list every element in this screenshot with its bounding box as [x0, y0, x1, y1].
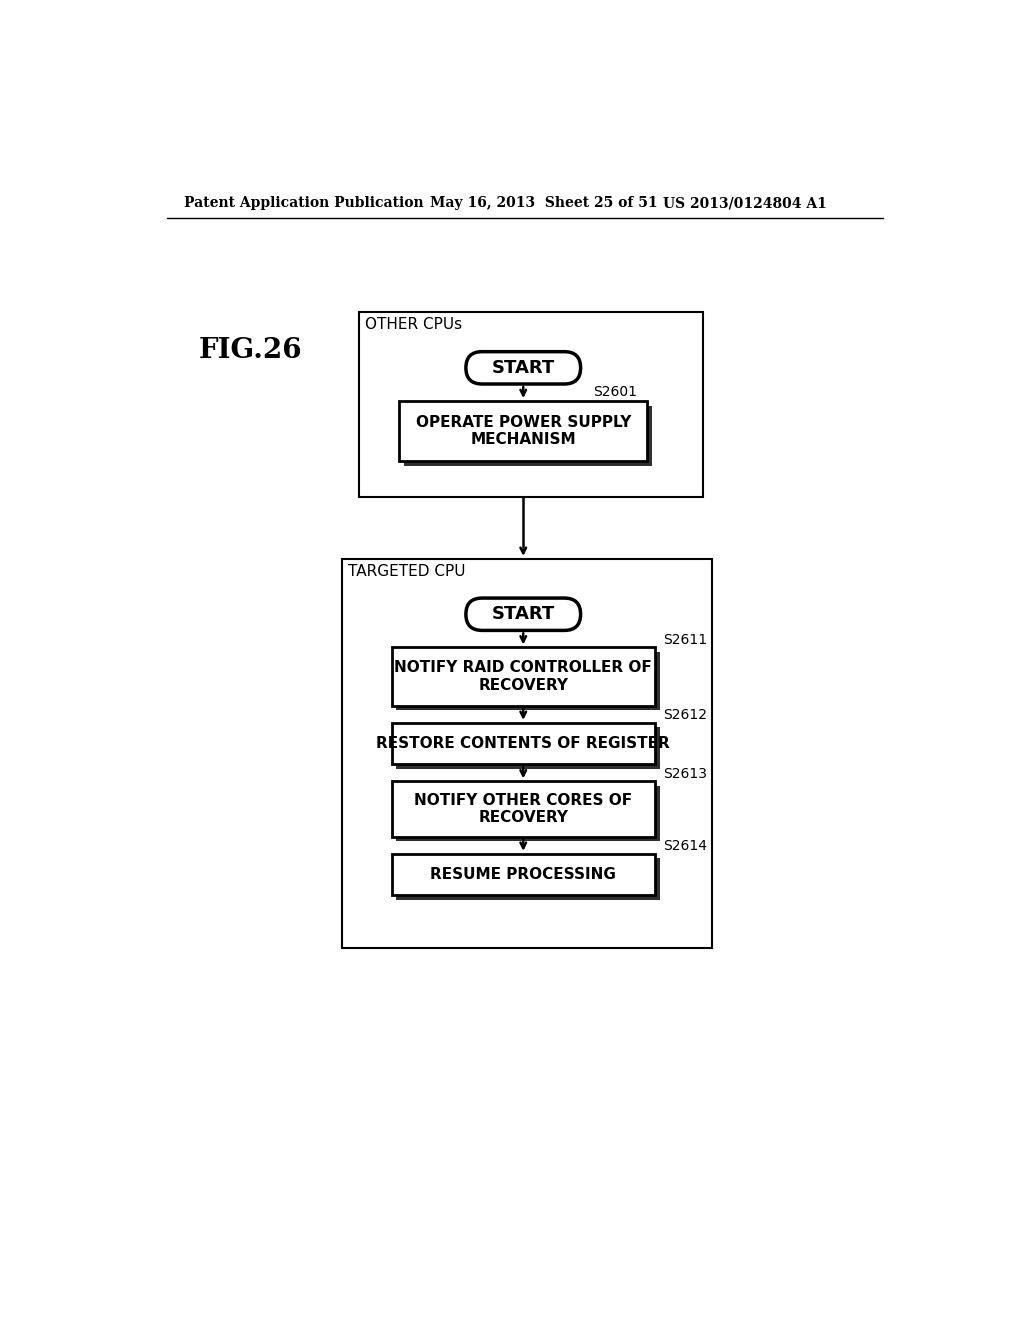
Text: TARGETED CPU: TARGETED CPU — [348, 564, 466, 578]
Text: RESTORE CONTENTS OF REGISTER: RESTORE CONTENTS OF REGISTER — [377, 737, 670, 751]
Text: RESUME PROCESSING: RESUME PROCESSING — [430, 867, 616, 882]
Bar — [396, 785, 659, 841]
Text: S2613: S2613 — [663, 767, 707, 780]
Text: START: START — [492, 359, 555, 376]
Text: May 16, 2013  Sheet 25 of 51: May 16, 2013 Sheet 25 of 51 — [430, 197, 657, 210]
Text: S2612: S2612 — [663, 708, 707, 722]
Text: NOTIFY RAID CONTROLLER OF
RECOVERY: NOTIFY RAID CONTROLLER OF RECOVERY — [394, 660, 652, 693]
Text: FIG.26: FIG.26 — [199, 338, 302, 364]
Text: Patent Application Publication: Patent Application Publication — [183, 197, 424, 210]
Bar — [396, 652, 659, 710]
Bar — [391, 781, 655, 837]
Bar — [396, 858, 659, 900]
Text: US 2013/0124804 A1: US 2013/0124804 A1 — [663, 197, 826, 210]
Text: START: START — [492, 606, 555, 623]
Bar — [391, 647, 655, 706]
Text: S2611: S2611 — [663, 632, 707, 647]
FancyBboxPatch shape — [466, 351, 581, 384]
Bar — [391, 723, 655, 764]
FancyBboxPatch shape — [466, 598, 581, 631]
Bar — [342, 558, 713, 948]
Text: S2614: S2614 — [663, 840, 707, 853]
Text: OTHER CPUs: OTHER CPUs — [366, 317, 462, 333]
Text: NOTIFY OTHER CORES OF
RECOVERY: NOTIFY OTHER CORES OF RECOVERY — [414, 793, 632, 825]
Bar — [403, 405, 652, 466]
Bar — [391, 854, 655, 895]
Text: S2601: S2601 — [593, 384, 637, 399]
Bar — [396, 727, 659, 770]
Text: OPERATE POWER SUPPLY
MECHANISM: OPERATE POWER SUPPLY MECHANISM — [416, 414, 631, 447]
Bar — [399, 401, 647, 461]
Bar — [359, 313, 703, 498]
